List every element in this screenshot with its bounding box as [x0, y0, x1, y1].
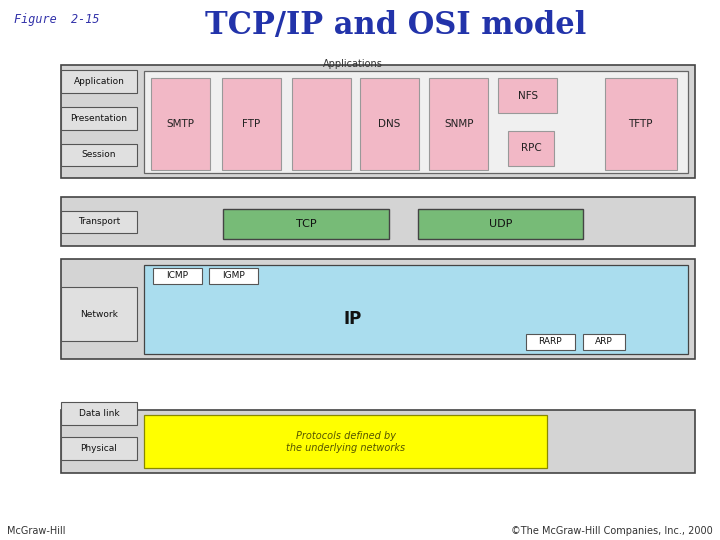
Text: Protocols defined by
the underlying networks: Protocols defined by the underlying netw… — [286, 431, 405, 453]
Text: DNS: DNS — [378, 119, 401, 129]
Bar — [61, 402, 137, 425]
Text: TCP: TCP — [296, 219, 316, 229]
Bar — [61, 197, 695, 246]
Bar — [61, 259, 695, 359]
Bar — [151, 78, 210, 170]
Bar — [526, 334, 575, 350]
Bar — [153, 268, 202, 284]
Bar — [583, 334, 625, 350]
Bar — [605, 78, 677, 170]
Bar — [222, 78, 281, 170]
Bar — [418, 209, 583, 239]
Text: Application: Application — [73, 77, 125, 86]
Bar — [144, 265, 688, 354]
Text: IP: IP — [343, 309, 362, 328]
Bar — [61, 410, 695, 472]
Bar — [292, 78, 351, 170]
Text: TFTP: TFTP — [629, 119, 653, 129]
Text: NFS: NFS — [518, 91, 538, 101]
Bar — [61, 211, 137, 233]
Text: ICMP: ICMP — [166, 272, 188, 280]
Bar — [209, 268, 258, 284]
Text: Presentation: Presentation — [71, 114, 127, 123]
Text: Transport: Transport — [78, 218, 120, 226]
Bar — [223, 209, 389, 239]
Bar — [508, 131, 554, 166]
Bar — [144, 415, 547, 468]
Text: Applications: Applications — [323, 58, 383, 69]
Text: UDP: UDP — [489, 219, 512, 229]
Text: ARP: ARP — [595, 338, 613, 346]
Bar — [61, 70, 137, 93]
Text: Data link: Data link — [78, 409, 120, 418]
Bar — [61, 437, 137, 460]
Bar — [61, 144, 137, 166]
Text: Session: Session — [82, 151, 116, 159]
Bar — [144, 71, 688, 173]
Text: RARP: RARP — [539, 338, 562, 346]
Text: McGraw-Hill: McGraw-Hill — [7, 525, 66, 536]
Bar — [360, 78, 419, 170]
Text: Physical: Physical — [81, 444, 117, 453]
Text: ©The McGraw-Hill Companies, Inc., 2000: ©The McGraw-Hill Companies, Inc., 2000 — [511, 525, 713, 536]
Text: Figure  2-15: Figure 2-15 — [14, 14, 100, 26]
Bar — [61, 107, 137, 130]
Bar — [429, 78, 488, 170]
Text: RPC: RPC — [521, 143, 541, 153]
Bar — [61, 287, 137, 341]
Text: SMTP: SMTP — [167, 119, 194, 129]
Text: SNMP: SNMP — [444, 119, 473, 129]
Bar — [498, 78, 557, 113]
Text: Network: Network — [80, 310, 118, 319]
Text: FTP: FTP — [242, 119, 261, 129]
Text: IGMP: IGMP — [222, 272, 245, 280]
Bar — [61, 65, 695, 178]
Text: TCP/IP and OSI model: TCP/IP and OSI model — [205, 10, 587, 40]
